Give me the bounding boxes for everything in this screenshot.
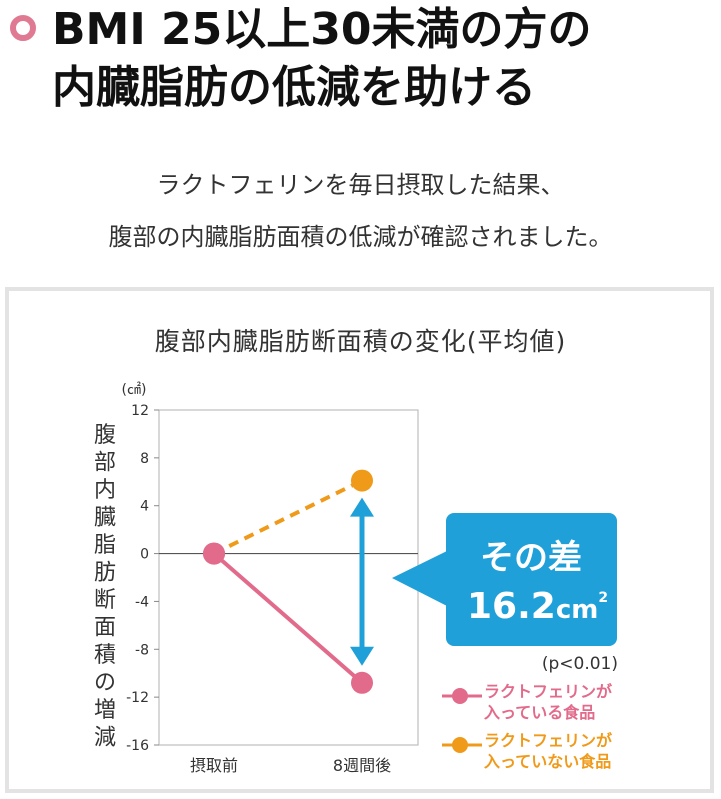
callout-pointer	[392, 551, 447, 606]
x-tick-label: 摂取前	[190, 756, 238, 775]
callout-text: その差	[480, 538, 582, 578]
page-title-line2: 内臓脂肪の低減を助ける	[52, 62, 536, 113]
y-axis-label-char: 脂	[94, 533, 116, 558]
series-point-2	[203, 542, 225, 565]
y-unit-label: (㎠)	[122, 382, 147, 398]
page-header: BMI 25以上30未満の方の 内臓脂肪の低減を助ける	[0, 0, 721, 130]
circle-bullet-icon	[10, 15, 36, 41]
y-axis-label-char: 臓	[94, 506, 116, 531]
y-axis-label-char: の	[94, 671, 116, 696]
legend-marker-1	[452, 688, 468, 704]
y-axis-label-char: 断	[94, 588, 116, 613]
series-point-1	[351, 671, 373, 694]
legend-label-line2: 入っていない食品	[484, 752, 611, 771]
y-axis-label-char: 減	[94, 726, 116, 751]
y-tick-label: 4	[140, 499, 149, 515]
legend-label-line1: ラクトフェリンが	[484, 682, 612, 701]
series-line-1	[212, 552, 364, 685]
arrow-down-head-icon	[350, 646, 374, 666]
legend-label-line1: ラクトフェリンが	[484, 731, 612, 750]
chart-title: 腹部内臓脂肪断面積の変化(平均値)	[154, 327, 567, 356]
x-tick-label: 8週間後	[333, 756, 391, 775]
callout-value: 16.2cm2	[467, 586, 608, 627]
y-axis-label-char: 増	[94, 698, 116, 723]
y-tick-label: 12	[131, 403, 149, 419]
y-axis-label-char: 肪	[94, 561, 116, 586]
arrow-up-head-icon	[350, 497, 374, 517]
y-axis-label-char: 腹	[94, 423, 116, 448]
legend-marker-2	[452, 737, 468, 753]
page-title-line1: BMI 25以上30未満の方の	[52, 4, 592, 55]
series-line-2	[213, 478, 363, 556]
y-axis-label-char: 部	[94, 451, 116, 476]
y-tick-label: -8	[135, 642, 149, 658]
y-tick-label: 0	[140, 547, 149, 563]
y-tick-label: -12	[126, 690, 149, 706]
y-axis-label-char: 内	[94, 478, 116, 503]
y-axis-label-char: 面	[94, 616, 116, 641]
callout-box	[446, 513, 617, 646]
subtitle-line1: ラクトフェリンを毎日摂取した結果、	[156, 171, 565, 199]
y-tick-label: -16	[126, 738, 149, 754]
legend-label-line2: 入っている食品	[484, 703, 595, 722]
y-tick-label: 8	[140, 451, 149, 467]
subtitle-line2: 腹部の内臓脂肪面積の低減が確認されました。	[108, 223, 613, 251]
y-axis-label-char: 積	[94, 643, 116, 668]
p-value-annotation: (p<0.01)	[542, 654, 618, 674]
plot-frame	[158, 409, 419, 746]
series-point-2	[351, 469, 373, 492]
y-tick-label: -4	[135, 594, 149, 610]
